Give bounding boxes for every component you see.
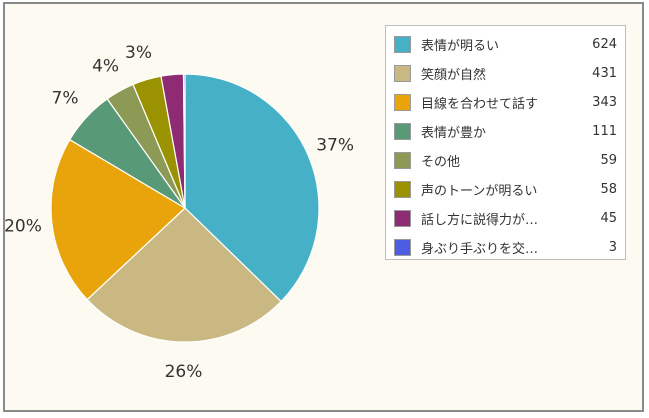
legend-label: その他	[421, 155, 461, 170]
legend-label: 身ぶり手ぶりを交…	[421, 242, 539, 257]
legend-count: 624	[592, 37, 617, 52]
legend-item: 表情が豊か 111	[386, 117, 625, 146]
legend-label: 声のトーンが明るい	[421, 184, 538, 199]
legend-swatch	[394, 123, 411, 140]
slice-percent-label: 20%	[4, 217, 42, 237]
legend-swatch	[394, 36, 411, 53]
chart-legend: 表情が明るい 624 笑顔が自然 431 目線を合わせて話す 343 表情が豊か…	[385, 25, 626, 260]
slice-percent-label: 7%	[52, 89, 79, 109]
legend-label: 表情が豊か	[421, 126, 487, 141]
legend-label: 笑顔が自然	[421, 68, 487, 83]
slice-percent-label: 37%	[316, 136, 354, 156]
legend-count: 45	[600, 211, 617, 226]
legend-count: 58	[600, 182, 617, 197]
legend-item: 目線を合わせて話す 343	[386, 88, 625, 117]
legend-item: 声のトーンが明るい 58	[386, 175, 625, 204]
legend-swatch	[394, 239, 411, 256]
legend-count: 3	[608, 240, 617, 255]
slice-percent-label: 4%	[92, 57, 119, 77]
legend-item: その他 59	[386, 146, 625, 175]
legend-label: 目線を合わせて話す	[421, 97, 539, 112]
pie-slice	[182, 73, 186, 209]
legend-swatch	[394, 152, 411, 169]
pie-slice	[86, 207, 282, 343]
pie-slice	[50, 138, 186, 301]
legend-item: 笑顔が自然 431	[386, 59, 625, 88]
legend-swatch	[394, 210, 411, 227]
legend-count: 431	[592, 66, 617, 81]
legend-swatch	[394, 65, 411, 82]
legend-item: 身ぶり手ぶりを交… 3	[386, 233, 625, 262]
legend-count: 111	[592, 124, 617, 139]
legend-label: 話し方に説得力が…	[421, 213, 539, 228]
legend-count: 343	[592, 95, 617, 110]
pie-slice	[184, 73, 320, 303]
legend-swatch	[394, 94, 411, 111]
legend-label: 表情が明るい	[421, 39, 500, 54]
legend-item: 話し方に説得力が… 45	[386, 204, 625, 233]
legend-swatch	[394, 181, 411, 198]
slice-percent-label: 3%	[125, 43, 152, 63]
legend-item: 表情が明るい 624	[386, 30, 625, 59]
legend-count: 59	[600, 153, 617, 168]
slice-percent-label: 26%	[165, 362, 203, 382]
